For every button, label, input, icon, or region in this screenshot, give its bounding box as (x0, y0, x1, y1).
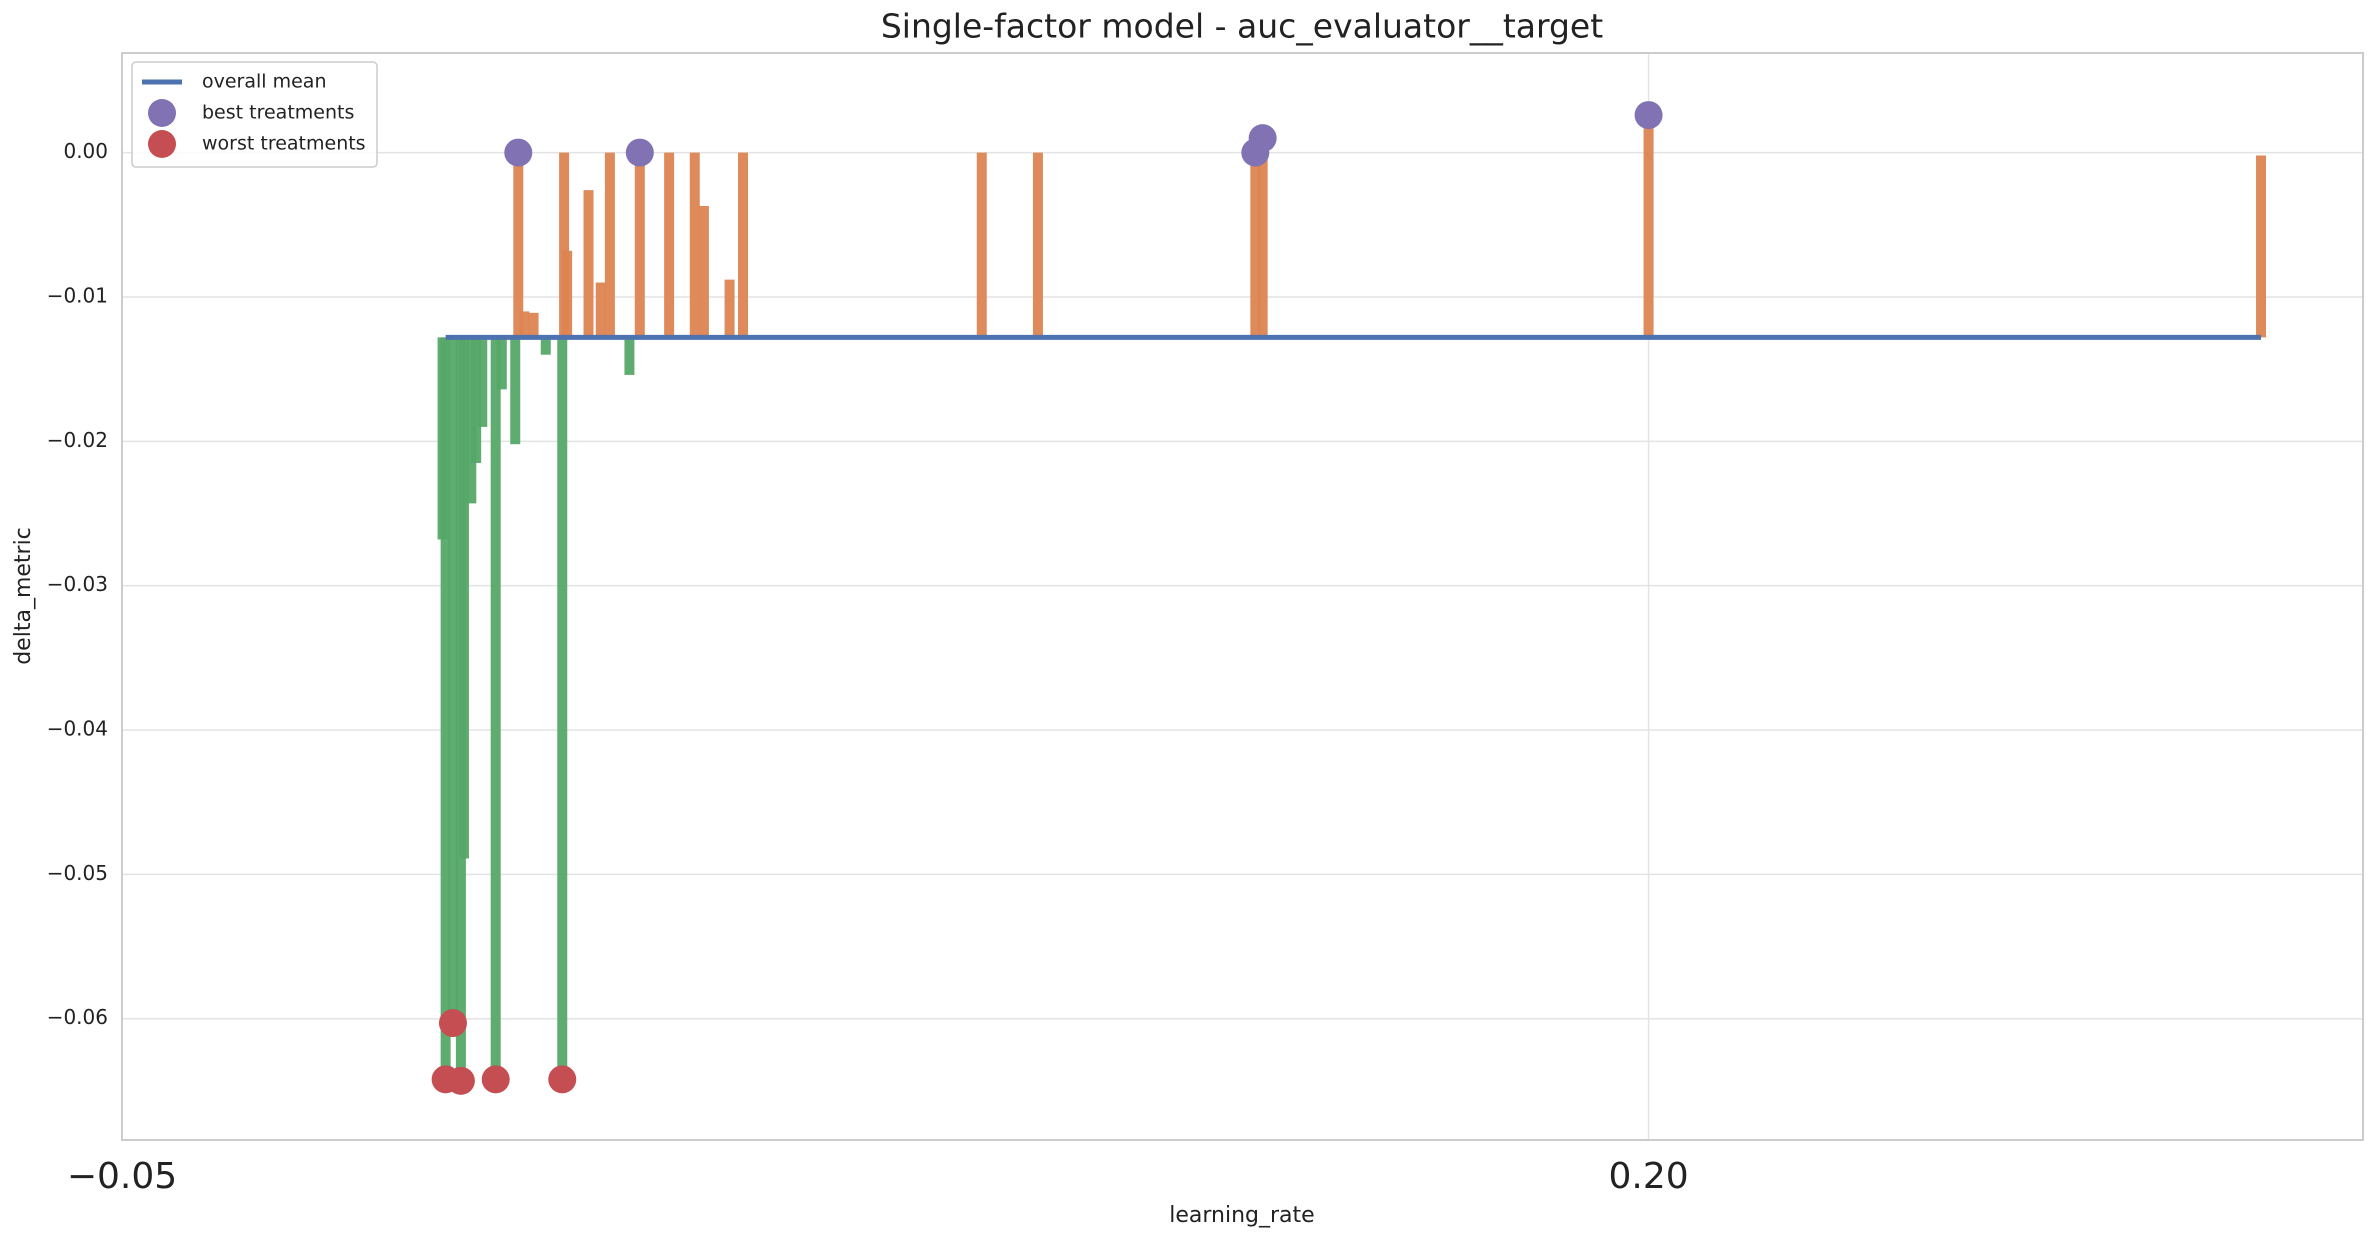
chart-title: Single-factor model - auc_evaluator__tar… (881, 7, 1603, 46)
bar (1257, 138, 1268, 338)
treatment-point (446, 1066, 475, 1095)
bar (458, 337, 469, 859)
y-axis-label: delta_metric (11, 527, 36, 665)
bar (1032, 152, 1043, 338)
x-tick-label: 0.20 (1608, 1156, 1688, 1197)
treatment-point (1248, 124, 1277, 153)
y-tick-label: −0.01 (47, 283, 108, 307)
y-tick-label: −0.04 (47, 717, 108, 741)
bar (562, 250, 573, 338)
bar (595, 282, 606, 338)
bar (624, 337, 635, 375)
legend-swatch (148, 99, 176, 127)
x-tick-label: −0.05 (67, 1156, 177, 1197)
bar (698, 206, 709, 338)
bar (477, 337, 488, 427)
bar (490, 337, 501, 1080)
bar (724, 279, 735, 338)
y-tick-label: 0.00 (63, 139, 108, 163)
legend-box (131, 61, 378, 168)
treatment-point (504, 138, 533, 167)
bar (2256, 155, 2267, 338)
y-tick-label: −0.06 (47, 1005, 108, 1029)
bar (471, 337, 482, 463)
bar (689, 152, 700, 338)
bar (664, 152, 675, 338)
treatment-point (1634, 101, 1663, 130)
treatment-point (625, 138, 654, 167)
bar (513, 152, 524, 338)
legend-label: overall mean (202, 71, 327, 93)
bar (528, 312, 539, 338)
bar (440, 337, 451, 1080)
bar (540, 337, 551, 355)
bar (510, 337, 521, 445)
legend-label: worst treatments (202, 133, 366, 155)
treatment-point (548, 1065, 577, 1094)
legend-swatch (148, 130, 176, 158)
plot-frame (121, 52, 2364, 1141)
y-tick-label: −0.03 (47, 572, 108, 596)
bar (519, 311, 530, 338)
treatment-point (438, 1009, 467, 1038)
y-tick-label: −0.05 (47, 861, 108, 885)
bar (447, 337, 458, 1024)
treatment-point (481, 1065, 510, 1094)
bar (634, 152, 645, 338)
x-axis-label: learning_rate (1169, 1203, 1314, 1228)
bar (559, 152, 570, 338)
bar (557, 337, 568, 1080)
bar (604, 152, 615, 338)
bar (738, 152, 749, 338)
bar (976, 152, 987, 338)
y-tick-label: −0.02 (47, 428, 108, 452)
bar (1250, 152, 1261, 338)
bar (1643, 115, 1654, 338)
bar (496, 337, 507, 390)
bar (583, 190, 594, 338)
legend-label: best treatments (202, 102, 354, 124)
